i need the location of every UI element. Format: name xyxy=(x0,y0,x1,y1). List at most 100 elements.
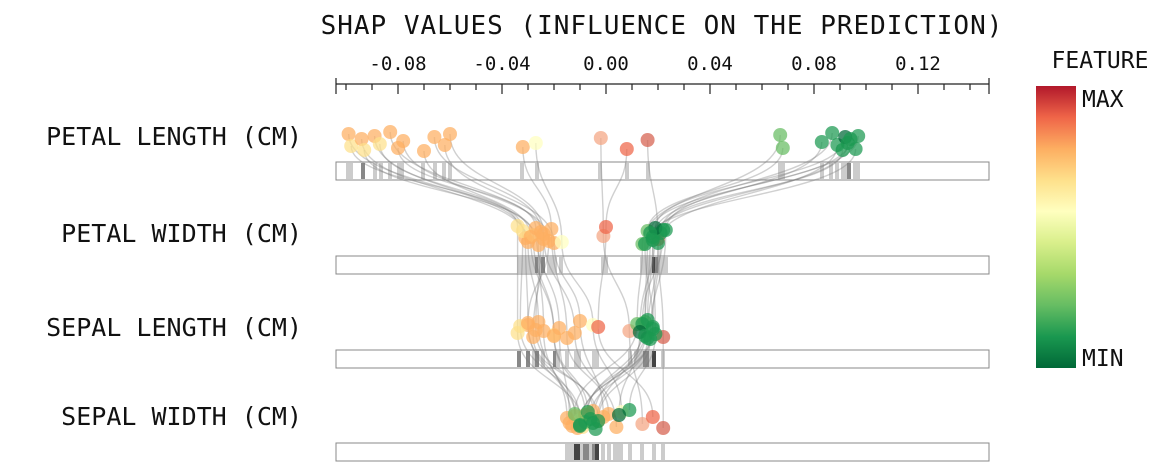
rug-mark xyxy=(625,163,629,179)
rug-mark xyxy=(448,163,452,179)
rug-mark xyxy=(532,257,536,273)
sample-point xyxy=(354,132,369,146)
rug-mark xyxy=(442,163,446,179)
sample-line xyxy=(535,142,623,413)
rug-mark xyxy=(592,444,596,460)
sample-point xyxy=(645,410,660,424)
rug-mark xyxy=(577,444,581,460)
rug-mark xyxy=(535,257,539,273)
rug-mark xyxy=(520,257,524,273)
rug-mark xyxy=(421,163,425,179)
rug-strips xyxy=(335,161,990,462)
feature-label-petal-width: PETAL WIDTH (CM) xyxy=(61,219,302,248)
sample-line xyxy=(373,135,573,427)
sample-line xyxy=(579,132,833,427)
sample-point xyxy=(643,226,658,240)
x-tick-label: 0.08 xyxy=(791,53,837,75)
rug-mark xyxy=(547,257,551,273)
rug-mark xyxy=(595,351,599,367)
rug-mark xyxy=(778,163,782,179)
sample-line xyxy=(592,142,849,424)
rug-mark xyxy=(847,163,851,179)
rug-mark xyxy=(616,444,620,460)
sample-point xyxy=(573,418,587,432)
sample-line xyxy=(444,144,605,418)
rug-mark xyxy=(538,257,542,273)
colorbar-title: FEATURE xyxy=(1052,48,1149,74)
sample-line xyxy=(423,150,586,416)
rug-mark xyxy=(574,351,578,367)
rug-mark xyxy=(373,163,377,179)
rug-mark xyxy=(589,444,593,460)
rug-mark xyxy=(565,444,569,460)
sample-point xyxy=(635,417,650,431)
rug-mark xyxy=(361,163,365,179)
rug-mark xyxy=(529,257,533,273)
x-tick-label: -0.04 xyxy=(473,53,530,75)
sample-line xyxy=(522,146,610,415)
rug-mark xyxy=(646,163,650,179)
rug-mark xyxy=(598,163,602,179)
sample-line xyxy=(597,148,654,418)
sample-line xyxy=(600,137,644,425)
sample-point xyxy=(437,138,452,152)
colorbar: FEATURE MAX MIN xyxy=(1036,48,1148,372)
rug-mark xyxy=(841,163,845,179)
x-tick-label: 0.00 xyxy=(583,53,629,75)
rug-mark xyxy=(349,163,353,179)
rug-mark xyxy=(580,444,584,460)
rug-mark xyxy=(643,257,647,273)
rug-mark xyxy=(649,351,653,367)
sample-point xyxy=(341,127,356,141)
chart-title: SHAP VALUES (INFLUENCE ON THE PREDICTION… xyxy=(321,11,1004,41)
sample-point xyxy=(528,323,543,337)
rug-mark xyxy=(433,163,437,179)
sample-line xyxy=(397,147,571,424)
sample-point xyxy=(656,421,671,435)
sample-line xyxy=(360,138,568,419)
rug-mark xyxy=(517,351,521,367)
feature-labels: PETAL LENGTH (CM) PETAL WIDTH (CM) SEPAL… xyxy=(46,122,302,431)
sample-dots xyxy=(341,125,866,436)
rug-mark xyxy=(553,351,557,367)
feature-label-sepal-length: SEPAL LENGTH (CM) xyxy=(46,313,302,342)
x-axis xyxy=(335,78,990,94)
sample-point xyxy=(601,407,616,421)
rug-mark xyxy=(541,257,545,273)
rug-mark xyxy=(595,444,599,460)
sample-line xyxy=(389,131,594,412)
rug-mark xyxy=(571,444,575,460)
sample-line xyxy=(579,148,857,426)
sample-point xyxy=(357,143,372,157)
sample-point xyxy=(547,329,561,343)
rug-mark xyxy=(526,351,530,367)
rug-mark xyxy=(655,257,659,273)
sample-point xyxy=(851,129,866,143)
sample-point xyxy=(427,130,442,144)
rug-mark xyxy=(586,444,590,460)
rug-mark xyxy=(532,351,536,367)
rug-mark xyxy=(640,351,644,367)
sample-point xyxy=(848,142,863,156)
rug-mark xyxy=(664,257,668,273)
sample-point xyxy=(619,142,634,156)
rug-mark xyxy=(820,163,824,179)
rug-mark xyxy=(835,163,839,179)
rug-mark xyxy=(541,351,545,367)
rug-mark xyxy=(583,444,587,460)
rug-mark xyxy=(601,257,605,273)
sample-line xyxy=(402,140,579,429)
sample-point xyxy=(622,403,637,417)
rug-mark xyxy=(652,351,656,367)
sample-point xyxy=(638,237,652,251)
rug-mark xyxy=(535,351,539,367)
sample-line xyxy=(618,136,846,416)
rug-mark xyxy=(661,257,665,273)
colorbar-min-label: MIN xyxy=(1082,346,1124,372)
sample-line xyxy=(574,134,781,415)
sample-point xyxy=(658,223,673,237)
rug-mark xyxy=(829,163,833,179)
sample-line xyxy=(594,149,844,430)
rug-mark xyxy=(604,257,608,273)
